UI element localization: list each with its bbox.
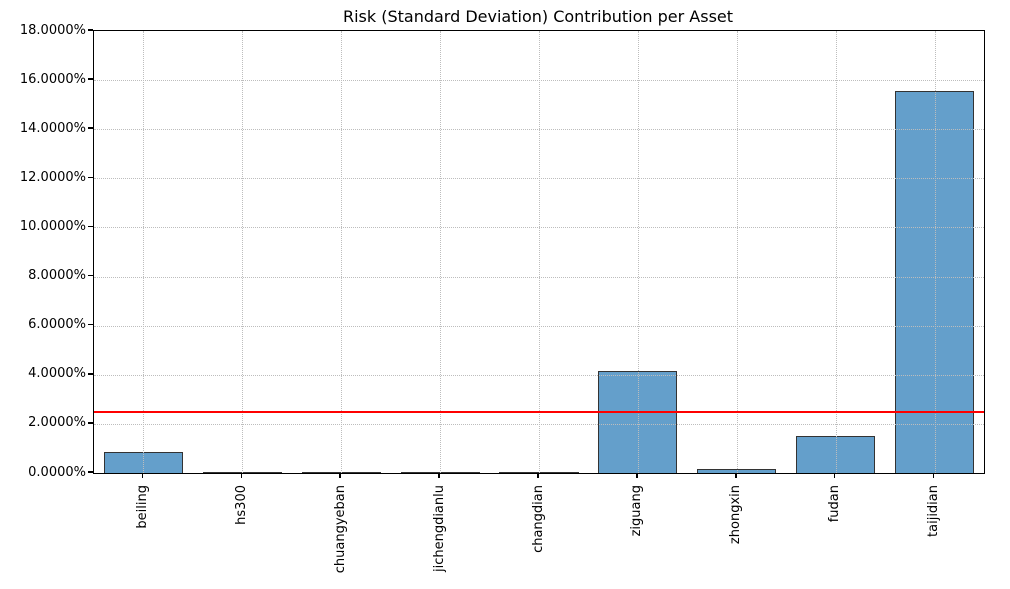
x-axis-tick-label-taijidian: taijidian [926,485,942,537]
y-axis-tick-mark [88,176,93,179]
vertical-gridline [539,31,540,473]
y-axis-tick-label: 2.0000% [28,415,86,431]
y-axis-tick-mark [88,471,93,473]
vertical-gridline [736,31,738,473]
y-axis-tick-label: 12.0000% [19,169,86,185]
x-axis-tick-mark [537,473,539,478]
y-axis-tick-mark [88,373,93,375]
reference-line [94,410,984,413]
bar-jichengdianlu [400,472,480,473]
vertical-gridline [934,31,936,473]
y-axis-tick-label: 14.0000% [19,120,86,136]
x-axis-tick-mark [339,473,341,478]
x-axis-tick-mark [833,473,836,478]
chart-title: Risk (Standard Deviation) Contribution p… [342,7,734,26]
x-axis-tick-mark [438,473,440,478]
vertical-gridline [341,31,343,473]
bar-beiling [103,451,183,473]
y-axis-tick-label: 16.0000% [19,71,86,87]
y-axis-tick-mark [88,274,93,277]
y-axis-tick-mark [88,323,93,326]
x-axis-tick-label-changdian: changdian [530,485,546,553]
vertical-gridline [143,31,145,473]
x-axis-tick-label-ziguang: ziguang [629,485,645,537]
x-axis-tick-mark [636,473,638,478]
x-axis-tick-mark [932,473,935,478]
x-axis-tick-label-fudan: fudan [827,485,843,523]
x-axis-tick-label-hs300: hs300 [233,485,249,525]
y-axis-tick-mark [88,225,93,228]
bar-hs300 [202,472,282,473]
vertical-gridline [637,31,639,473]
x-axis-tick-mark [141,473,144,478]
y-axis-tick-label: 0.0000% [28,464,86,480]
bar-chuangyeban [301,472,381,473]
y-axis-tick-label: 6.0000% [28,317,86,333]
x-axis-tick-mark [735,473,737,478]
y-axis-tick-mark [88,78,93,80]
y-axis-tick-label: 8.0000% [28,268,86,284]
x-axis-tick-label-jichengdianlu: jichengdianlu [431,485,447,573]
bar-changdian [499,472,579,473]
vertical-gridline [440,31,442,473]
y-axis-tick-label: 4.0000% [28,366,86,382]
x-axis-tick-label-chuangyeban: chuangyeban [332,485,348,574]
x-axis-tick-mark [240,473,243,478]
y-axis-tick-mark [88,422,93,424]
y-axis-tick-label: 18.0000% [19,22,86,38]
x-axis-tick-label-beiling: beiling [134,485,150,529]
y-axis-tick-mark [88,29,93,31]
y-axis-tick-mark [88,127,93,129]
vertical-gridline [242,31,244,473]
plot-area [93,30,985,474]
y-axis-tick-label: 10.0000% [19,218,86,234]
x-axis-tick-label-zhongxin: zhongxin [728,485,744,545]
vertical-gridline [835,31,837,473]
